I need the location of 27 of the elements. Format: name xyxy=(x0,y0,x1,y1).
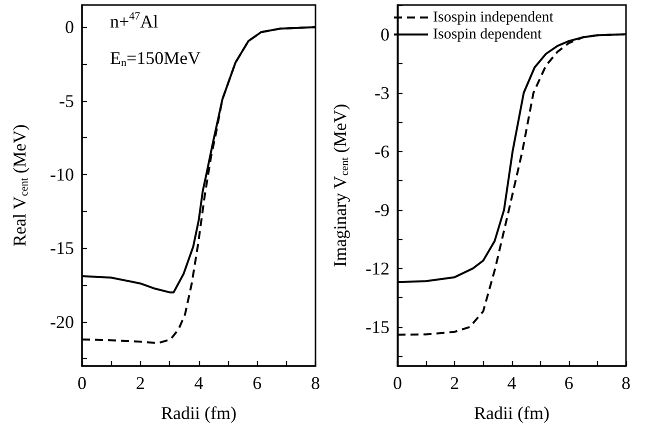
y-tick-label: -12 xyxy=(366,258,390,278)
x-tick-label: 2 xyxy=(136,373,145,393)
x-tick-label: 4 xyxy=(507,373,516,393)
y-tick-label: 0 xyxy=(380,24,390,44)
y-tick-label: -5 xyxy=(59,90,74,111)
y-tick-label: 0 xyxy=(65,17,74,38)
x-tick-label: 0 xyxy=(393,373,402,393)
x-axis-title: Radii (fm) xyxy=(161,403,236,423)
y-tick-label: -15 xyxy=(366,316,390,337)
x-tick-label: 6 xyxy=(564,373,574,393)
x-axis-title: Radii (fm) xyxy=(474,403,550,423)
x-tick-label: 0 xyxy=(78,373,86,393)
y-tick-label: -6 xyxy=(374,141,390,162)
y-axis-title: Real Vcent (MeV) xyxy=(10,124,30,246)
legend-label: Isospin independent xyxy=(433,10,554,26)
x-tick-label: 4 xyxy=(194,373,204,393)
x-tick-label: 8 xyxy=(311,373,320,393)
legend-label: Isospin dependent xyxy=(433,26,543,42)
y-tick-label: -3 xyxy=(374,82,390,103)
y-tick-label: -10 xyxy=(50,164,74,184)
x-tick-label: 6 xyxy=(252,373,262,393)
y-axis-title: Imaginary Vcent (MeV) xyxy=(330,104,351,267)
y-tick-label: -9 xyxy=(374,200,390,220)
y-tick-label: -20 xyxy=(50,312,74,332)
x-tick-label: 2 xyxy=(450,373,460,393)
x-tick-label: 8 xyxy=(622,373,630,393)
y-tick-label: -15 xyxy=(50,238,74,258)
